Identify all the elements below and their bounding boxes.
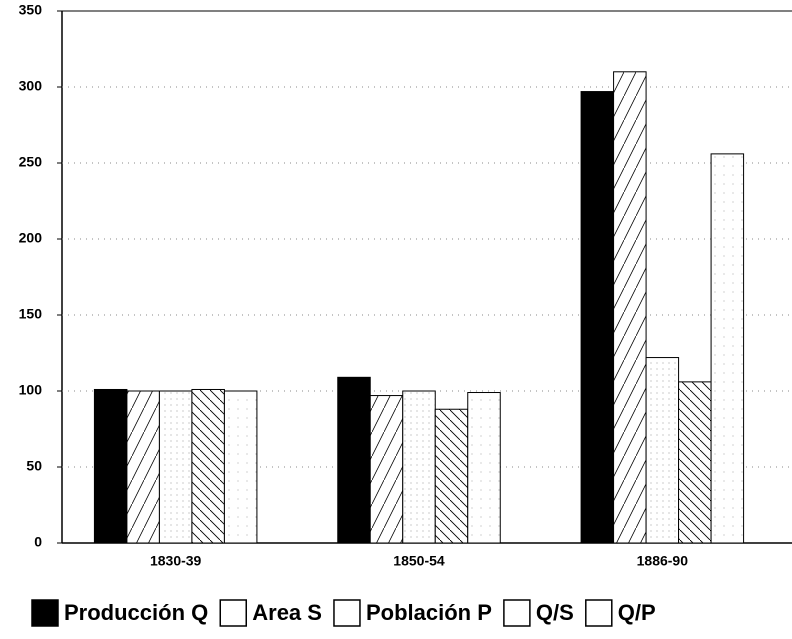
bar — [369, 395, 404, 544]
bar — [678, 381, 712, 544]
legend-label: Q/S — [536, 600, 574, 625]
legend-label: Q/P — [618, 600, 656, 625]
legend-swatch — [333, 599, 361, 627]
y-tick-label: 150 — [19, 306, 43, 322]
y-tick-label: 300 — [19, 78, 43, 94]
bar — [126, 390, 160, 544]
bar — [191, 388, 225, 544]
legend-label: Población P — [366, 600, 492, 625]
bar — [467, 392, 501, 544]
y-tick-label: 250 — [19, 154, 43, 170]
x-tick-label: 1830-39 — [150, 553, 202, 569]
legend-swatch — [503, 599, 531, 627]
bar — [645, 357, 680, 544]
legend-label: Area S — [252, 600, 322, 625]
bar — [580, 91, 615, 544]
legend-swatch — [219, 599, 247, 627]
bar — [402, 390, 436, 544]
x-tick-label: 1850-54 — [393, 553, 445, 569]
bar — [710, 153, 745, 544]
bar — [93, 388, 128, 544]
bar — [158, 390, 193, 544]
bar — [223, 390, 258, 544]
y-tick-label: 200 — [19, 230, 43, 246]
y-tick-label: 0 — [34, 534, 42, 550]
y-tick-label: 350 — [19, 2, 43, 18]
bar — [337, 376, 371, 544]
y-tick-label: 100 — [19, 382, 43, 398]
legend-swatch — [585, 599, 613, 627]
y-tick-label: 50 — [26, 458, 42, 474]
legend-label: Producción Q — [64, 600, 208, 625]
legend-swatch — [31, 599, 59, 627]
bar — [613, 71, 647, 544]
bar — [434, 408, 469, 544]
x-tick-label: 1886-90 — [637, 553, 689, 569]
